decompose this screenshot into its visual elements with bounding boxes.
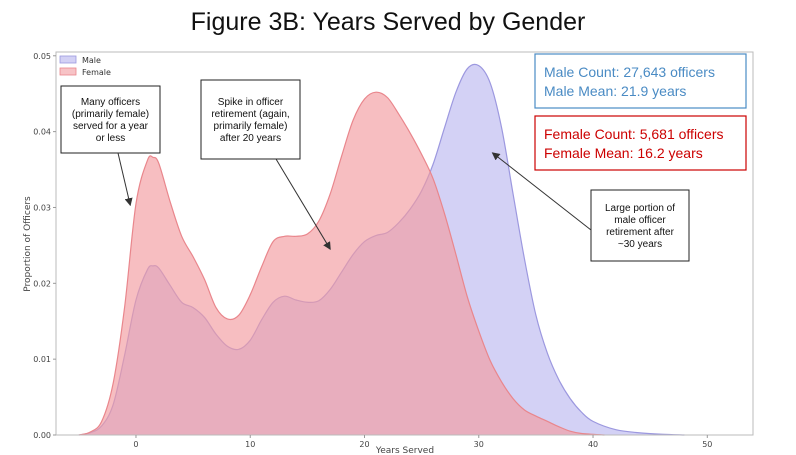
legend-swatch-male [59,55,77,64]
annotation-text: primarily female) [214,121,288,132]
annotation-arrow [275,158,331,251]
y-tick-label: 0.04 [33,128,51,137]
annotation-box [60,85,161,154]
x-tick-label: 30 [474,440,484,449]
plot-frame [55,51,754,436]
x-tick-label: 20 [359,440,369,449]
x-tick-label: 0 [133,440,138,449]
x-tick-label: 10 [245,440,255,449]
annotation-text: Many officers [81,97,140,108]
x-axis-label: Years Served [375,446,434,455]
x-tick-label: 40 [588,440,598,449]
annotation-text: retirement (again, [211,109,289,120]
plot-area [78,63,685,436]
y-axis-label: Proportion of Officers [23,196,33,292]
axes: 0 10 20 30 40 50 0.00 0.01 0.02 0.03 0.04 0.05 [33,51,754,449]
annotation-arrow [491,152,592,231]
stat-box-frame [534,53,747,109]
y-tick-label: 0.01 [33,355,51,364]
y-tick-label: 0.00 [33,431,51,440]
annotation-box [590,189,690,262]
chart-title: Figure 3B: Years Served by Gender [191,8,586,36]
y-tick-label: 0.02 [33,279,51,288]
annotation-female-short: Many officers(primarily female)served fo… [60,85,161,207]
line-female [78,91,605,436]
annotation-text: served for a year [73,121,149,132]
legend-label-male: Male [82,56,101,65]
annotation-text: Spike in officer [218,97,284,108]
stat-box-frame [534,115,747,171]
annotation-text: male officer [614,215,666,226]
legend-label-female: Female [82,68,111,77]
annotation-text: Large portion of [605,203,675,214]
stat-boxes: Male Count: 27,643 officers Male Mean: 21… [534,53,747,171]
stat-box-male: Male Count: 27,643 officers Male Mean: 21… [534,53,747,109]
stat-text: Male Count: 27,643 officers [544,64,715,80]
x-tick-label: 50 [702,440,712,449]
annotation-text: ~30 years [618,239,662,250]
legend-swatch-female [59,67,77,76]
annotation-text: (primarily female) [72,109,149,120]
area-female [78,92,605,435]
annotation-text: or less [96,133,125,144]
legend: Male Female [59,55,111,77]
annotation-text: retirement after [606,227,674,238]
annotations: Many officers(primarily female)served fo… [60,79,690,262]
stat-box-female: Female Count: 5,681 officers Female Mean:… [534,115,747,171]
stat-text: Female Count: 5,681 officers [544,126,724,142]
stat-text: Female Mean: 16.2 years [544,145,703,161]
y-tick-label: 0.03 [33,203,51,212]
stat-text: Male Mean: 21.9 years [544,83,686,99]
annotation-box [200,79,301,160]
annotation-arrow [117,152,133,207]
annotation-text: after 20 years [220,133,281,144]
y-tick-label: 0.05 [33,52,51,61]
